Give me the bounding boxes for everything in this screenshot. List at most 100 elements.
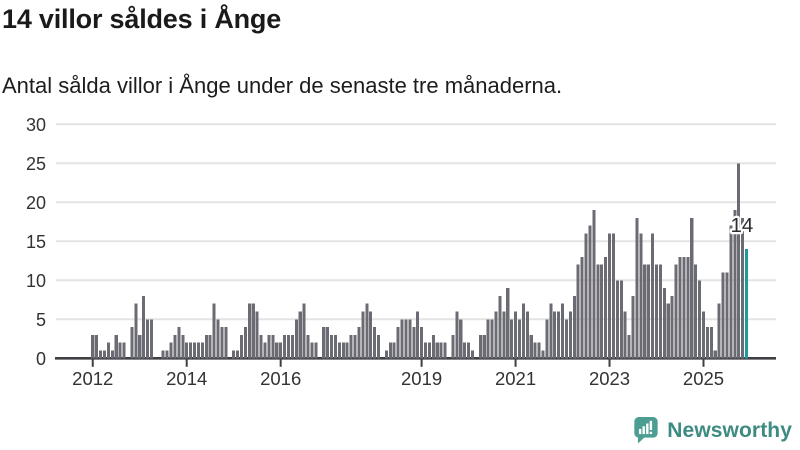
bar — [373, 327, 377, 359]
bar — [345, 342, 349, 359]
bar — [639, 233, 643, 359]
y-axis-tick-label: 15 — [26, 232, 46, 252]
y-axis-tick-label: 0 — [36, 349, 46, 369]
bar — [470, 350, 475, 359]
bar — [365, 303, 369, 359]
bar — [142, 295, 146, 359]
bar — [298, 311, 302, 359]
bar — [102, 350, 107, 359]
bar — [557, 311, 561, 359]
bar — [146, 319, 150, 359]
bar — [259, 334, 263, 359]
bar — [662, 288, 666, 359]
bar — [263, 342, 267, 359]
bar — [525, 311, 529, 359]
bar — [654, 264, 659, 359]
bar — [204, 334, 208, 359]
bar — [467, 342, 471, 359]
y-axis-tick-label: 10 — [26, 271, 46, 291]
bar — [118, 342, 122, 359]
bar — [631, 295, 635, 359]
bar — [615, 280, 619, 359]
bar — [482, 334, 486, 359]
bar — [267, 334, 271, 359]
bar — [580, 256, 584, 359]
bar — [200, 342, 204, 359]
bar — [236, 350, 240, 359]
bar — [130, 327, 134, 359]
bar — [705, 327, 709, 359]
bar — [310, 342, 314, 359]
bar — [193, 342, 197, 359]
highlighted-bar — [745, 249, 749, 359]
bar — [713, 350, 717, 359]
bar — [549, 303, 553, 359]
bar — [514, 311, 518, 359]
x-axis-tick-label: 2016 — [260, 368, 301, 389]
bar — [322, 327, 326, 359]
logo-wordmark: Newsworthy — [667, 418, 792, 442]
bar — [608, 233, 612, 359]
bar — [149, 319, 153, 359]
bar — [619, 280, 623, 359]
bar — [326, 327, 330, 359]
newsworthy-logo: Newsworthy — [633, 416, 792, 445]
bar — [357, 327, 361, 359]
bar — [517, 319, 522, 359]
bar — [623, 311, 627, 359]
bar — [647, 264, 651, 359]
bar — [114, 334, 118, 359]
x-axis-tick-label: 2019 — [401, 368, 442, 389]
x-axis-tick-label: 2023 — [589, 368, 630, 389]
bar — [400, 319, 404, 359]
bar — [455, 311, 459, 359]
bar — [349, 334, 353, 359]
bar — [529, 334, 533, 359]
bar — [494, 311, 498, 359]
bar — [271, 334, 275, 359]
bar — [658, 264, 662, 359]
bar — [99, 350, 103, 359]
bar — [694, 264, 698, 359]
bar — [502, 311, 506, 359]
bar — [255, 311, 259, 359]
bar — [576, 264, 580, 359]
bar — [486, 319, 490, 359]
bar — [384, 350, 388, 359]
bar — [588, 225, 592, 359]
bar — [173, 334, 177, 359]
bar — [427, 342, 431, 359]
bar — [596, 264, 600, 359]
bar — [189, 342, 193, 359]
bar-chart-speech-bubble-icon — [634, 417, 658, 444]
y-axis-tick-label: 25 — [26, 154, 46, 174]
bar — [212, 303, 216, 359]
bar — [232, 350, 236, 359]
bar — [701, 311, 706, 359]
bar — [106, 342, 110, 359]
bar — [733, 210, 737, 359]
bar — [196, 342, 200, 359]
bar — [678, 256, 682, 359]
bar — [361, 311, 365, 359]
bar — [568, 311, 572, 359]
bar — [498, 295, 502, 359]
bar — [537, 342, 541, 359]
bar — [138, 334, 142, 359]
x-axis-tick-label: 2012 — [72, 368, 113, 389]
bar — [584, 233, 588, 359]
bar — [459, 319, 463, 359]
bar — [392, 342, 396, 359]
bar — [177, 327, 181, 359]
bar — [553, 311, 557, 359]
bar — [369, 311, 373, 359]
bar — [290, 334, 294, 359]
bar — [451, 334, 455, 359]
bar — [251, 303, 255, 359]
bar — [521, 303, 525, 359]
x-axis-tick-label: 2014 — [166, 368, 207, 389]
bar — [674, 264, 678, 359]
bar — [396, 327, 400, 359]
bar — [181, 334, 185, 359]
